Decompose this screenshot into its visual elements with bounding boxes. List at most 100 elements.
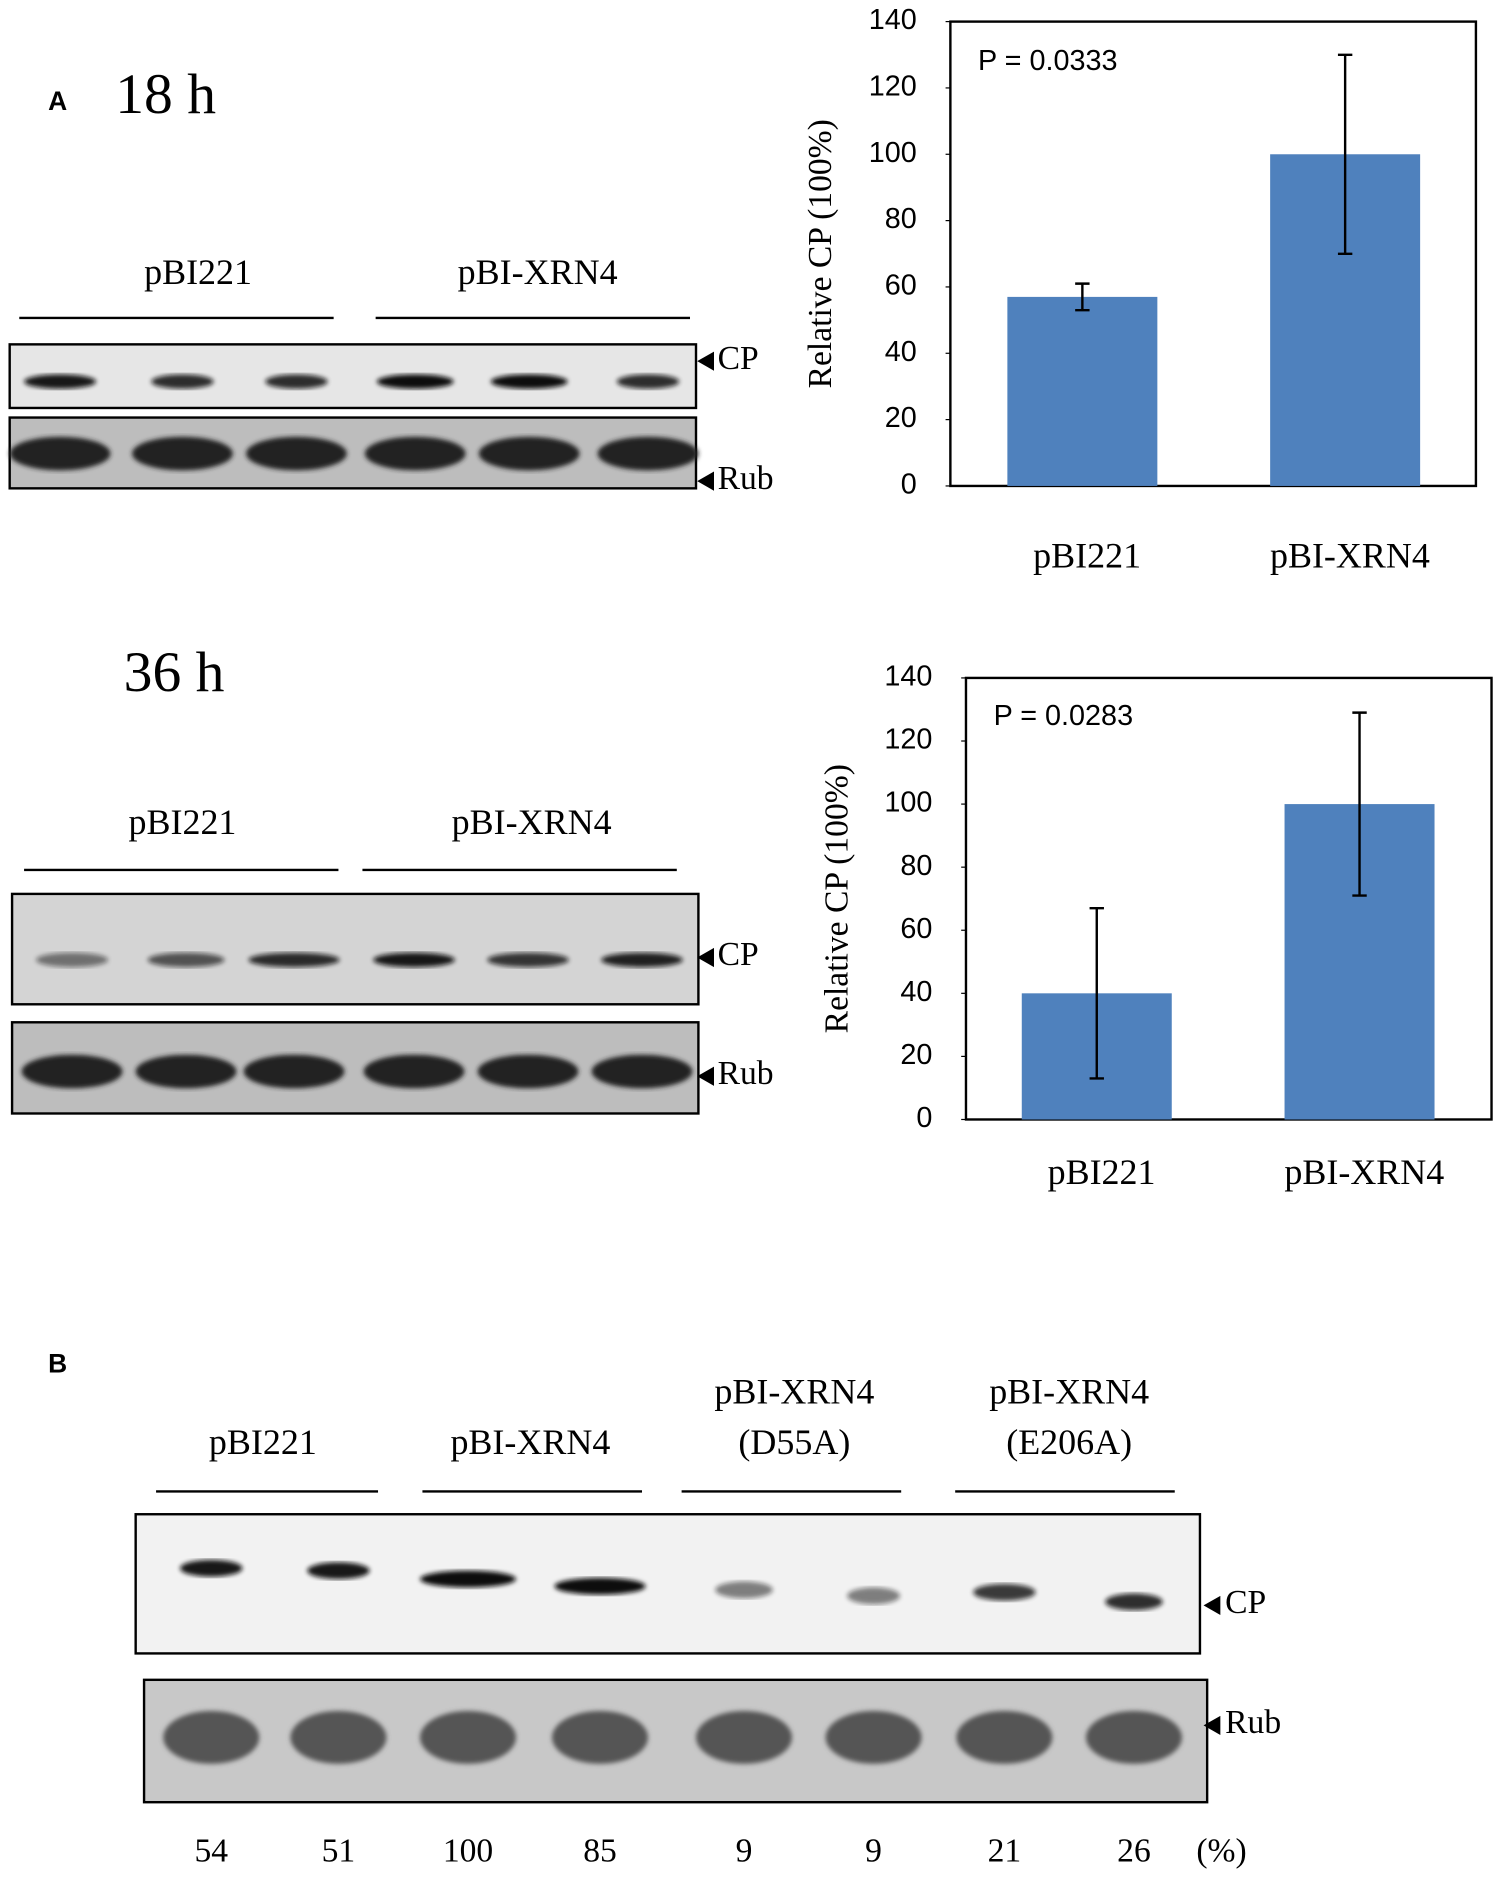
y-tick-label: 0: [916, 1102, 932, 1134]
marker-label: Rub: [718, 1055, 774, 1092]
bar: [1007, 296, 1158, 486]
percentage: 9: [736, 1833, 753, 1870]
marker-label: Rub: [718, 460, 774, 497]
group-label: pBI-XRN4: [452, 802, 612, 842]
marker-label: CP: [718, 340, 759, 377]
band: [1105, 1593, 1163, 1611]
y-tick-label: 140: [884, 661, 932, 693]
band: [554, 1577, 646, 1595]
percentage: 51: [322, 1833, 356, 1870]
percentage: 100: [443, 1833, 493, 1870]
band: [420, 1711, 517, 1764]
x-tick-label: pBI221: [1048, 1152, 1156, 1192]
band: [490, 374, 568, 389]
y-tick-label: 20: [900, 1039, 932, 1071]
band: [21, 1054, 123, 1089]
x-tick-label: pBI-XRN4: [1284, 1152, 1444, 1192]
panel-label: B: [48, 1348, 67, 1378]
group-label: pBI-XRN4: [450, 1422, 610, 1462]
group-label: pBI-XRN4: [458, 252, 618, 292]
x-tick-label: pBI-XRN4: [1270, 535, 1430, 575]
time-label: 36 h: [124, 641, 225, 704]
arrowhead: [697, 947, 715, 968]
band: [420, 1570, 517, 1588]
band: [163, 1711, 260, 1764]
band: [825, 1711, 922, 1764]
band: [477, 1054, 579, 1089]
band: [24, 374, 97, 389]
band: [597, 436, 699, 471]
marker-label: CP: [718, 936, 759, 973]
band: [265, 374, 328, 389]
band: [147, 952, 225, 968]
percentage: 9: [865, 1833, 882, 1870]
band: [248, 952, 340, 968]
band: [847, 1587, 900, 1605]
error-bar: [1337, 53, 1353, 255]
band: [487, 952, 569, 968]
y-axis-label: Relative CP (100%): [819, 764, 856, 1033]
arrowhead: [1203, 1715, 1221, 1736]
band: [246, 436, 347, 471]
y-tick-label: 40: [900, 976, 932, 1008]
group-label: (E206A): [1006, 1422, 1132, 1462]
band: [552, 1711, 649, 1764]
y-tick-label: 140: [869, 4, 917, 36]
blot: [8, 416, 698, 490]
band: [956, 1711, 1053, 1764]
band: [290, 1711, 387, 1764]
blot: [10, 892, 700, 1006]
y-tick-label: 100: [884, 787, 932, 819]
y-tick-label: 120: [869, 71, 917, 103]
y-tick-label: 80: [885, 203, 917, 235]
percentage: 21: [988, 1833, 1022, 1870]
marker-label: CP: [1225, 1584, 1266, 1621]
unit-label: (%): [1196, 1833, 1246, 1870]
x-tick-label: pBI221: [1033, 535, 1141, 575]
arrowhead: [1203, 1595, 1221, 1616]
group-label: pBI221: [144, 252, 252, 292]
band: [9, 436, 111, 471]
annotation: P = 0.0333: [978, 45, 1118, 77]
band: [376, 374, 454, 389]
band: [151, 374, 214, 389]
y-tick-label: 60: [900, 913, 932, 945]
blot: [134, 1513, 1202, 1655]
marker-label: Rub: [1225, 1704, 1281, 1741]
error-bar: [1352, 711, 1367, 897]
y-tick-label: 60: [885, 270, 917, 302]
group-label: pBI-XRN4: [714, 1372, 874, 1412]
percentage: 54: [194, 1833, 228, 1870]
band: [307, 1562, 370, 1580]
percentage: 85: [583, 1833, 617, 1870]
band: [601, 952, 683, 968]
blot: [10, 1021, 700, 1115]
panel-label: A: [48, 86, 67, 116]
group-label: (D55A): [738, 1422, 850, 1462]
time-label: 18 h: [115, 63, 216, 126]
band: [591, 1054, 693, 1089]
band: [363, 1054, 465, 1089]
band: [373, 952, 455, 968]
percentage: 26: [1117, 1833, 1151, 1870]
band: [180, 1559, 243, 1577]
arrowhead: [697, 351, 715, 371]
band: [132, 436, 233, 471]
y-tick-label: 120: [884, 724, 932, 756]
blot: [8, 343, 698, 410]
plot-frame: [949, 20, 1478, 488]
arrowhead: [697, 471, 715, 491]
band: [478, 436, 580, 471]
y-tick-label: 80: [900, 850, 932, 882]
y-tick-label: 40: [885, 336, 917, 368]
group-label: pBI221: [209, 1422, 317, 1462]
y-tick-label: 100: [869, 137, 917, 169]
band: [1085, 1711, 1182, 1764]
y-tick-label: 0: [901, 469, 917, 501]
y-axis-label: Relative CP (100%): [802, 119, 839, 388]
error-bar: [1075, 282, 1090, 312]
plot-frame: [964, 676, 1493, 1121]
annotation: P = 0.0283: [994, 700, 1134, 732]
